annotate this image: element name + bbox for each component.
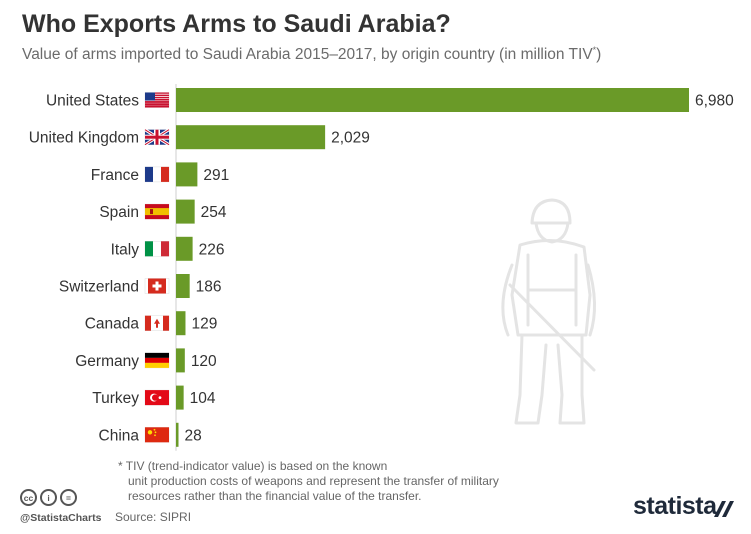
subtitle-text: Value of arms imported to Saudi Arabia 2… [22,46,593,64]
value-label: 254 [201,204,227,221]
license-icons: cc i = [20,489,77,506]
value-label: 226 [199,241,225,258]
category-label: Turkey [92,390,139,407]
flag-es-icon [144,203,170,220]
value-label: 129 [191,316,217,333]
value-label: 28 [185,427,202,444]
category-label: France [91,167,139,184]
flag-us-icon [144,92,170,108]
value-label: 120 [191,353,217,370]
flag-ch-icon [144,278,170,294]
bar-7 [176,348,185,373]
nd-icon[interactable]: = [60,489,77,506]
flag-ca-icon [144,315,170,331]
bar-0 [176,88,689,112]
bar-chart: United States 6,980 United Kingdom 2,029 Fra… [29,84,734,451]
flag-gb-icon [144,128,170,146]
bar-8 [176,385,184,410]
chart-subtitle: Value of arms imported to Saudi Arabia 2… [22,45,601,64]
footnote-line-1: * TIV (trend-indicator value) is based o… [118,459,388,473]
bar-9 [176,422,179,447]
flag-it-icon [144,241,170,257]
value-label: 186 [196,279,222,296]
footnote-line-3: resources rather than the financial valu… [128,489,422,503]
category-label: Germany [75,353,139,370]
category-label: United Kingdom [29,130,139,147]
cc-icon[interactable]: cc [20,489,37,506]
category-label: Spain [99,204,139,221]
statista-mark-icon [714,501,734,517]
category-label: Canada [85,316,140,333]
chart-title: Who Exports Arms to Saudi Arabia? [22,10,451,38]
bar-1 [176,125,326,150]
subtitle-asterisk: * [592,45,597,55]
statista-logo[interactable]: statista [633,492,717,520]
by-icon[interactable]: i [40,489,57,506]
social-handle[interactable]: @StatistaCharts [20,512,102,524]
source-note: Source: SIPRI [115,510,192,524]
soldier-silhouette-icon [501,198,597,425]
value-label: 6,980 [695,93,734,110]
subtitle-end: ) [596,46,602,64]
flag-de-icon [144,352,170,369]
bar-5 [176,274,190,298]
flag-cn-icon [144,427,170,443]
category-label: United States [46,93,139,110]
footnote: * TIV (trend-indicator value) is based o… [118,459,499,504]
category-label: Switzerland [59,279,139,296]
value-label: 291 [203,167,229,184]
value-label: 2,029 [331,130,370,147]
bar-6 [176,311,186,336]
footnote-line-2: unit production costs of weapons and rep… [128,474,499,488]
flag-tr-icon [144,389,170,406]
bar-2 [176,162,198,187]
bar-4 [176,236,193,261]
flag-fr-icon [144,166,170,183]
bar-3 [176,199,195,224]
value-label: 104 [190,390,216,407]
category-label: Italy [111,241,140,258]
category-label: China [99,427,140,444]
